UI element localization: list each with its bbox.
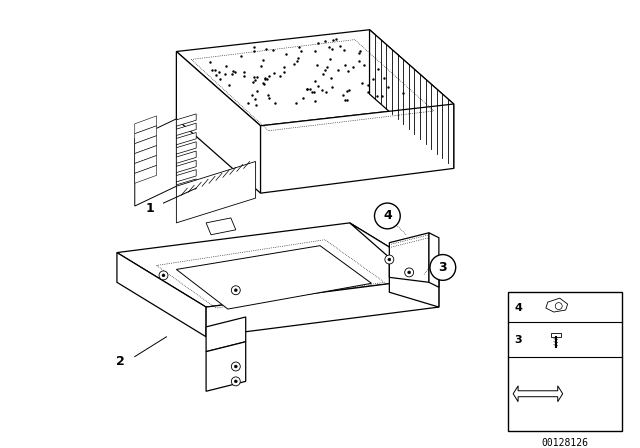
Polygon shape bbox=[177, 114, 196, 126]
Polygon shape bbox=[135, 165, 157, 183]
Circle shape bbox=[231, 286, 240, 295]
Polygon shape bbox=[117, 223, 439, 307]
Circle shape bbox=[231, 362, 240, 371]
Circle shape bbox=[404, 268, 413, 277]
Polygon shape bbox=[177, 179, 196, 191]
Text: 1: 1 bbox=[145, 202, 154, 215]
Polygon shape bbox=[551, 333, 561, 337]
Circle shape bbox=[231, 377, 240, 386]
Polygon shape bbox=[206, 218, 236, 235]
Text: 4: 4 bbox=[514, 303, 522, 313]
Polygon shape bbox=[429, 233, 439, 287]
Polygon shape bbox=[135, 136, 157, 154]
Text: 3: 3 bbox=[438, 261, 447, 274]
Polygon shape bbox=[177, 161, 255, 223]
Circle shape bbox=[234, 289, 237, 292]
Polygon shape bbox=[117, 253, 206, 337]
Polygon shape bbox=[177, 151, 196, 164]
Circle shape bbox=[408, 271, 411, 274]
Text: 00128126: 00128126 bbox=[541, 438, 589, 448]
Text: 2: 2 bbox=[116, 355, 124, 368]
Polygon shape bbox=[135, 119, 177, 206]
Circle shape bbox=[374, 203, 400, 229]
Polygon shape bbox=[135, 155, 157, 173]
Polygon shape bbox=[513, 386, 563, 402]
Circle shape bbox=[556, 302, 562, 310]
Polygon shape bbox=[177, 123, 196, 135]
Polygon shape bbox=[177, 160, 196, 172]
Circle shape bbox=[159, 271, 168, 280]
Polygon shape bbox=[177, 246, 371, 309]
Polygon shape bbox=[177, 30, 454, 126]
Text: 3: 3 bbox=[514, 335, 522, 345]
Circle shape bbox=[385, 255, 394, 264]
Polygon shape bbox=[260, 104, 454, 193]
Circle shape bbox=[162, 274, 165, 277]
Polygon shape bbox=[135, 146, 157, 164]
Text: 4: 4 bbox=[383, 210, 392, 223]
Polygon shape bbox=[206, 342, 246, 391]
Polygon shape bbox=[177, 52, 260, 193]
Polygon shape bbox=[349, 223, 439, 307]
Circle shape bbox=[430, 254, 456, 280]
Polygon shape bbox=[177, 142, 196, 154]
Polygon shape bbox=[177, 170, 196, 182]
Circle shape bbox=[234, 365, 237, 368]
Bar bbox=[508, 292, 622, 431]
Polygon shape bbox=[206, 317, 246, 352]
Polygon shape bbox=[369, 30, 454, 168]
Polygon shape bbox=[546, 298, 568, 312]
Polygon shape bbox=[206, 277, 439, 337]
Circle shape bbox=[388, 258, 391, 261]
Circle shape bbox=[234, 380, 237, 383]
Polygon shape bbox=[177, 133, 196, 145]
Polygon shape bbox=[135, 116, 157, 134]
Polygon shape bbox=[389, 233, 429, 282]
Polygon shape bbox=[135, 126, 157, 144]
